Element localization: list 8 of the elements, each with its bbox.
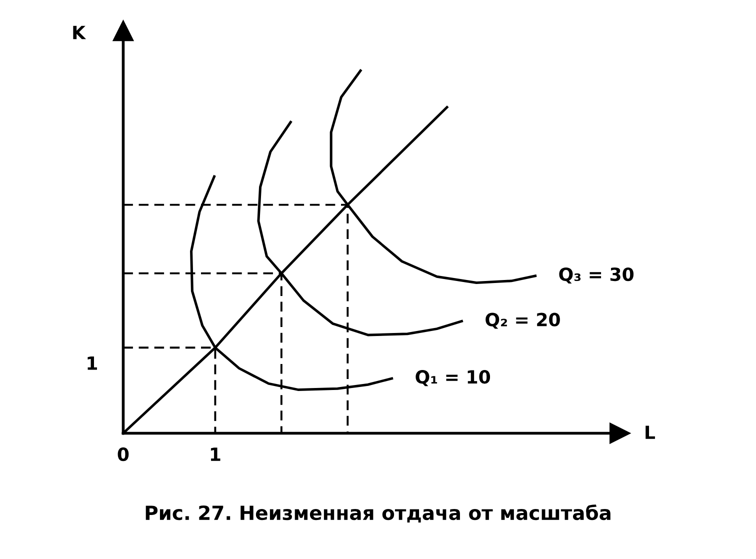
series-label: Q₂ = 20: [486, 312, 560, 329]
series-label: Q₁ = 10: [416, 370, 490, 386]
annotation: 1: [88, 356, 97, 370]
series-label: Q₃ = 30: [559, 267, 634, 284]
y-axis-title: K: [73, 26, 86, 40]
x-tick-label: 0: [118, 447, 129, 462]
text: Рис. 27. Неизменная отдача от масштаба: [146, 504, 610, 523]
x-axis-title: L: [646, 426, 655, 439]
